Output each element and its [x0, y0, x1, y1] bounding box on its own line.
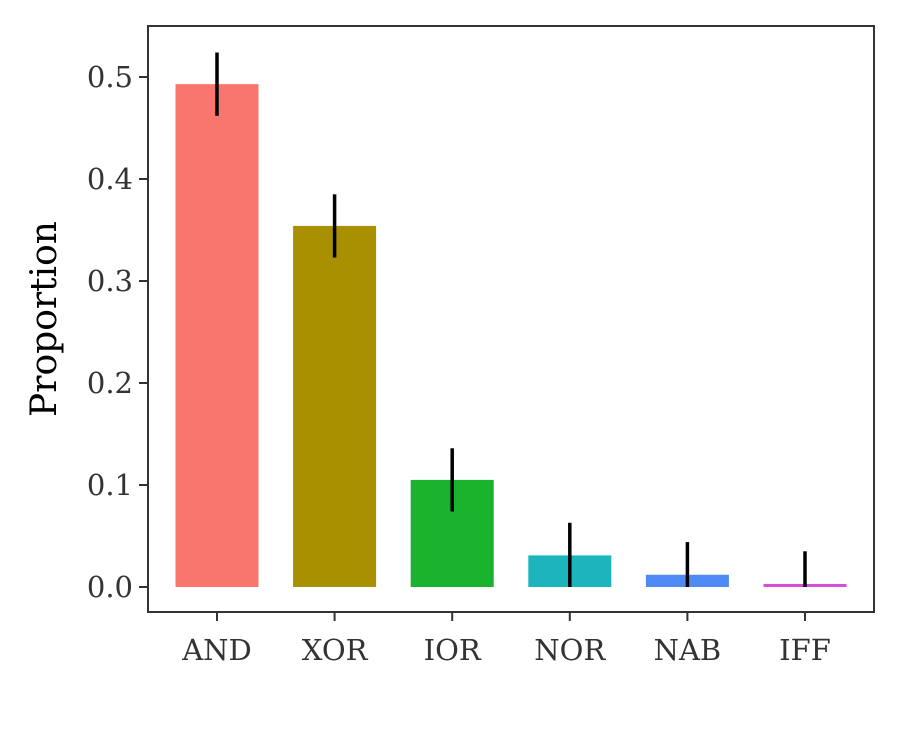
bar-and — [175, 84, 259, 587]
y-tick-label: 0.1 — [87, 468, 133, 502]
x-tick-label-xor: XOR — [302, 633, 369, 667]
y-tick-label: 0.2 — [87, 366, 133, 400]
x-tick-label-nor: NOR — [534, 633, 606, 667]
y-tick-labels: 0.0 0.1 0.2 0.3 0.4 0.5 — [87, 60, 133, 604]
bar-xor — [293, 225, 377, 588]
y-axis-title: Proportion — [24, 221, 65, 417]
x-tick-label-and: AND — [181, 633, 252, 667]
plot-frame — [147, 25, 875, 613]
y-tick-label: 0.3 — [87, 264, 133, 298]
x-tick-labels: AND XOR IOR NOR NAB IFF — [181, 633, 831, 667]
x-tick-label-iff: IFF — [779, 633, 831, 667]
axis-ticks — [139, 76, 806, 621]
error-bars-group — [215, 52, 807, 587]
x-tick-label-ior: IOR — [424, 633, 482, 667]
y-tick-label: 0.5 — [87, 60, 133, 94]
bars-group — [175, 84, 847, 588]
y-tick-label: 0.0 — [87, 570, 133, 604]
y-tick-label: 0.4 — [87, 162, 133, 196]
x-tick-label-nab: NAB — [654, 633, 722, 667]
